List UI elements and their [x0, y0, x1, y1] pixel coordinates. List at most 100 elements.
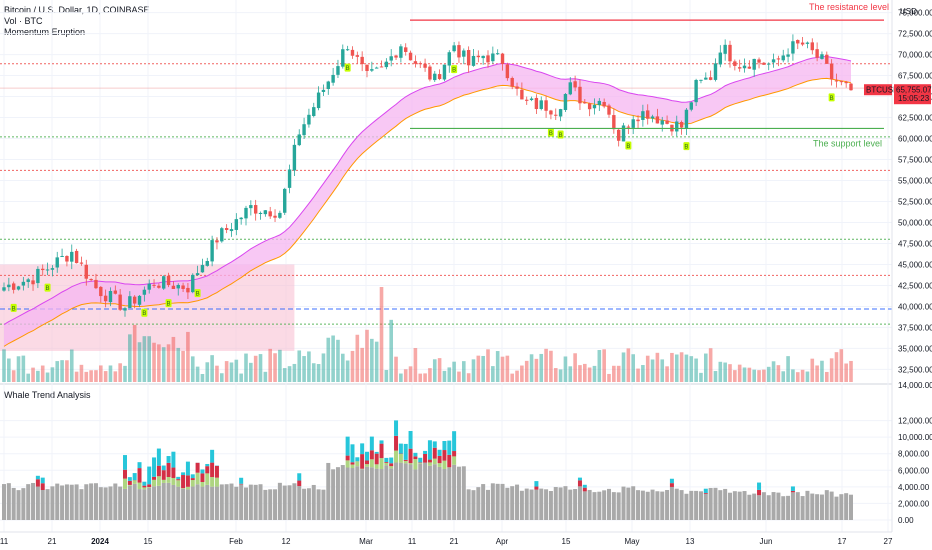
candle [297, 129, 301, 147]
volume-bar [11, 370, 16, 382]
whale-bar [64, 484, 69, 520]
buy-signal-label: B [141, 308, 148, 317]
whale-bar [432, 441, 437, 520]
volume-bar [210, 355, 214, 382]
volume-bar [123, 365, 127, 382]
candle [307, 108, 311, 128]
volume-bar [795, 372, 800, 382]
whale-bar-segment [200, 469, 205, 474]
momentum-band-upper [3, 56, 852, 325]
volume-bar [457, 371, 461, 382]
time-tick-label: 13 [686, 537, 695, 546]
whale-bar [277, 482, 282, 520]
momentum-indicator-label: Momentum Eruption [4, 27, 86, 37]
volume-bar [157, 344, 161, 382]
candle [11, 281, 16, 294]
whale-bar-segment [757, 489, 762, 496]
whale-bar [515, 484, 520, 520]
candle-body [776, 58, 781, 60]
whale-tick-label: 0.00 [898, 516, 914, 525]
volume-bar [408, 366, 413, 382]
whale-bar-segment [166, 477, 171, 483]
whale-bars [2, 420, 853, 520]
whale-bar-segment [355, 461, 360, 467]
volume-bar [311, 363, 316, 382]
whale-bar-segment [190, 474, 195, 479]
symbol-tag-text: BTCUSD [866, 86, 899, 95]
candle-body [573, 81, 577, 88]
whale-bar [306, 488, 311, 520]
candle-body [718, 52, 723, 65]
whale-bar-segment [708, 487, 713, 520]
whale-bar-segment [577, 486, 582, 520]
candle-body [103, 295, 108, 302]
whale-bar [50, 486, 55, 520]
whale-bar-segment [219, 484, 224, 520]
candle [549, 109, 553, 120]
time-tick-label: Jun [760, 537, 773, 546]
whale-bar-segment [844, 493, 849, 520]
momentum-band-lower [3, 77, 852, 347]
whale-bar-segment [166, 462, 171, 478]
candle-body [539, 100, 543, 109]
whale-bar-segment [703, 488, 708, 494]
volume-bar [418, 373, 423, 382]
candle-body [646, 110, 650, 119]
time-axis[interactable]: 11 21 2024 15 Feb 12 Mar 11 21 Apr 15 May 13 Jun 17 27 [0, 531, 893, 546]
candle [616, 128, 621, 147]
volume-bar [113, 371, 118, 382]
whale-bar [544, 489, 549, 520]
candle-body [762, 62, 766, 65]
candle-body [123, 308, 127, 311]
whale-bar-segment [214, 486, 219, 520]
candle [7, 277, 11, 292]
whale-bar-segment [568, 489, 573, 520]
whale-bar-segment [16, 490, 21, 520]
candle-body [500, 53, 505, 65]
whale-bar-segment [350, 462, 355, 465]
whale-bar-segment [374, 451, 379, 454]
whale-bar [757, 482, 762, 520]
candle [287, 164, 292, 194]
whale-bar [476, 487, 481, 520]
volume-bar [360, 347, 364, 382]
buy-signal-label: B [451, 65, 458, 74]
whale-bar-segment [365, 460, 369, 465]
volume-bar [365, 329, 369, 382]
whale-bar [631, 486, 636, 520]
price-axis[interactable]: USD 75,000.00 72,500.00 70,000.00 67,500.00… [891, 0, 932, 532]
whale-bar-segment [669, 483, 674, 487]
whale-bar [355, 457, 360, 520]
candle-body [462, 50, 466, 57]
whale-bar-segment [432, 447, 437, 459]
whale-bar [607, 488, 611, 520]
volume-bar [844, 363, 848, 382]
whale-bar-segment [6, 483, 11, 520]
whale-bar-segment [239, 484, 244, 520]
candle-body [636, 119, 640, 122]
candle-body [578, 86, 582, 104]
candle-body [704, 77, 708, 80]
whale-bar [747, 494, 752, 520]
candle-body [433, 73, 437, 81]
candle [520, 82, 524, 100]
candle-body [471, 55, 476, 66]
volume-bar [752, 369, 756, 382]
volume-bar [563, 356, 568, 382]
candle [607, 103, 611, 118]
volume-bar [829, 358, 834, 382]
candle-body [41, 268, 45, 271]
whale-bar-segment [442, 460, 447, 469]
whale-bar-segment [234, 486, 239, 520]
candle-body [684, 109, 689, 129]
whale-bar-segment [171, 467, 176, 478]
whale-bar-segment [311, 484, 316, 520]
whale-bar-segment [515, 484, 520, 520]
volume-bar [442, 370, 447, 382]
whale-bar-segment [776, 492, 781, 520]
whale-bar-segment [437, 466, 442, 520]
whale-bar [524, 488, 529, 520]
whale-bar-segment [123, 455, 127, 470]
price-tick-label: 45,000.00 [898, 260, 932, 269]
